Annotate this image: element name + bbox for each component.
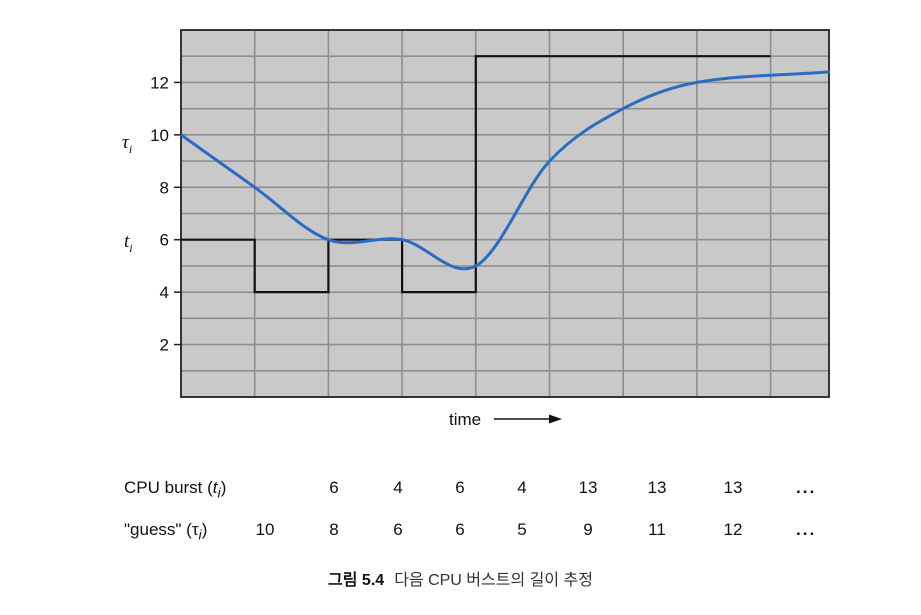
- burst-value: 4: [517, 478, 527, 497]
- guess-value: 8: [329, 520, 339, 539]
- burst-value: 13: [578, 478, 598, 497]
- burst-value: 6: [455, 478, 465, 497]
- guess-row-ellipsis: ...: [796, 520, 817, 539]
- guess-value: 5: [517, 520, 527, 539]
- figure-number: 그림 5.4: [328, 572, 385, 589]
- y-tick-label: 2: [160, 336, 169, 355]
- y-tick-label: 6: [160, 231, 169, 250]
- burst-value: 13: [647, 478, 667, 497]
- guess-value: 12: [723, 520, 743, 539]
- guess-value: 9: [583, 520, 593, 539]
- burst-value: 4: [393, 478, 403, 497]
- burst-row-ellipsis: ...: [796, 478, 817, 497]
- plot-frame: [180, 29, 830, 398]
- y-tick-label: 12: [150, 73, 169, 92]
- guess-row-label: "guess" (τi): [124, 520, 208, 544]
- y-axis-ticks: 2 4 6 8 10 12: [150, 73, 181, 355]
- guess-curve: [180, 70, 830, 271]
- x-axis-label: time: [449, 410, 481, 429]
- figure-caption: 그림 5.4 다음 CPU 버스트의 길이 추정: [0, 566, 921, 590]
- guess-value: 10: [255, 520, 275, 539]
- burst-value: 13: [723, 478, 743, 497]
- guess-row: "guess" (τi) 10 8 6 6 5 9 11 12 ...: [0, 515, 921, 545]
- figure-caption-text: 다음 CPU 버스트의 길이 추정: [394, 572, 593, 589]
- y-axis-label-t: ti: [124, 231, 133, 255]
- y-tick-label: 8: [160, 178, 169, 197]
- y-tick-label: 4: [160, 283, 169, 302]
- guess-value: 6: [455, 520, 465, 539]
- y-tick-label: 10: [150, 126, 169, 145]
- burst-row-label: CPU burst (ti): [124, 478, 227, 502]
- chart: 2 4 6 8 10 12 τi ti time: [122, 29, 830, 429]
- time-arrow-icon: [494, 414, 562, 424]
- guess-value: 11: [648, 520, 666, 539]
- guess-value: 6: [393, 520, 403, 539]
- y-axis-label-tau: τi: [122, 132, 132, 156]
- cpu-burst-step-line: [181, 55, 771, 294]
- grid: [180, 29, 830, 398]
- burst-row: CPU burst (ti) 6 4 6 4 13 13 13 ...: [0, 473, 921, 503]
- burst-value: 6: [329, 478, 339, 497]
